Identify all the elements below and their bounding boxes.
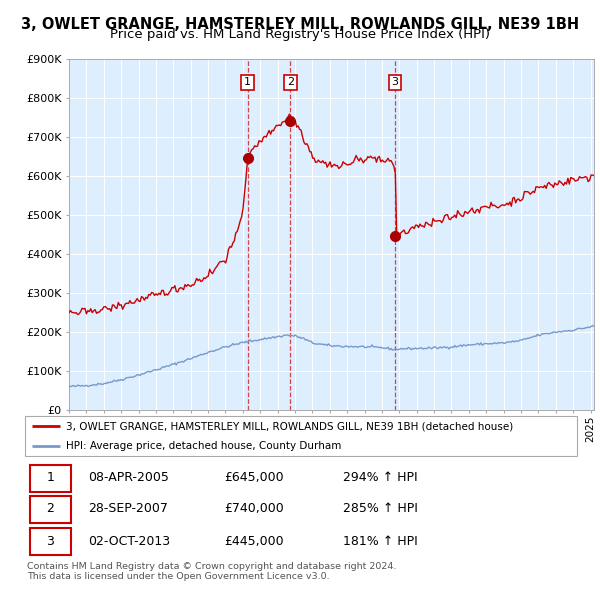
Text: Contains HM Land Registry data © Crown copyright and database right 2024.
This d: Contains HM Land Registry data © Crown c…	[27, 562, 397, 581]
Text: Price paid vs. HM Land Registry's House Price Index (HPI): Price paid vs. HM Land Registry's House …	[110, 28, 490, 41]
Text: 3, OWLET GRANGE, HAMSTERLEY MILL, ROWLANDS GILL, NE39 1BH (detached house): 3, OWLET GRANGE, HAMSTERLEY MILL, ROWLAN…	[65, 421, 513, 431]
Text: £645,000: £645,000	[224, 471, 283, 484]
Text: 1: 1	[46, 471, 54, 484]
Text: £740,000: £740,000	[224, 502, 284, 516]
Text: 02-OCT-2013: 02-OCT-2013	[88, 535, 170, 548]
Text: 3: 3	[46, 535, 54, 548]
FancyBboxPatch shape	[29, 496, 71, 523]
FancyBboxPatch shape	[29, 464, 71, 492]
Text: 1: 1	[244, 77, 251, 87]
FancyBboxPatch shape	[29, 528, 71, 555]
Text: 3: 3	[392, 77, 398, 87]
Text: 3, OWLET GRANGE, HAMSTERLEY MILL, ROWLANDS GILL, NE39 1BH: 3, OWLET GRANGE, HAMSTERLEY MILL, ROWLAN…	[21, 17, 579, 31]
Text: £445,000: £445,000	[224, 535, 283, 548]
Text: 294% ↑ HPI: 294% ↑ HPI	[343, 471, 418, 484]
FancyBboxPatch shape	[25, 415, 577, 457]
Text: 2: 2	[46, 502, 54, 516]
Text: 08-APR-2005: 08-APR-2005	[88, 471, 169, 484]
Text: 285% ↑ HPI: 285% ↑ HPI	[343, 502, 418, 516]
Text: 181% ↑ HPI: 181% ↑ HPI	[343, 535, 418, 548]
Text: 2: 2	[287, 77, 294, 87]
Text: HPI: Average price, detached house, County Durham: HPI: Average price, detached house, Coun…	[65, 441, 341, 451]
Text: 28-SEP-2007: 28-SEP-2007	[88, 502, 168, 516]
